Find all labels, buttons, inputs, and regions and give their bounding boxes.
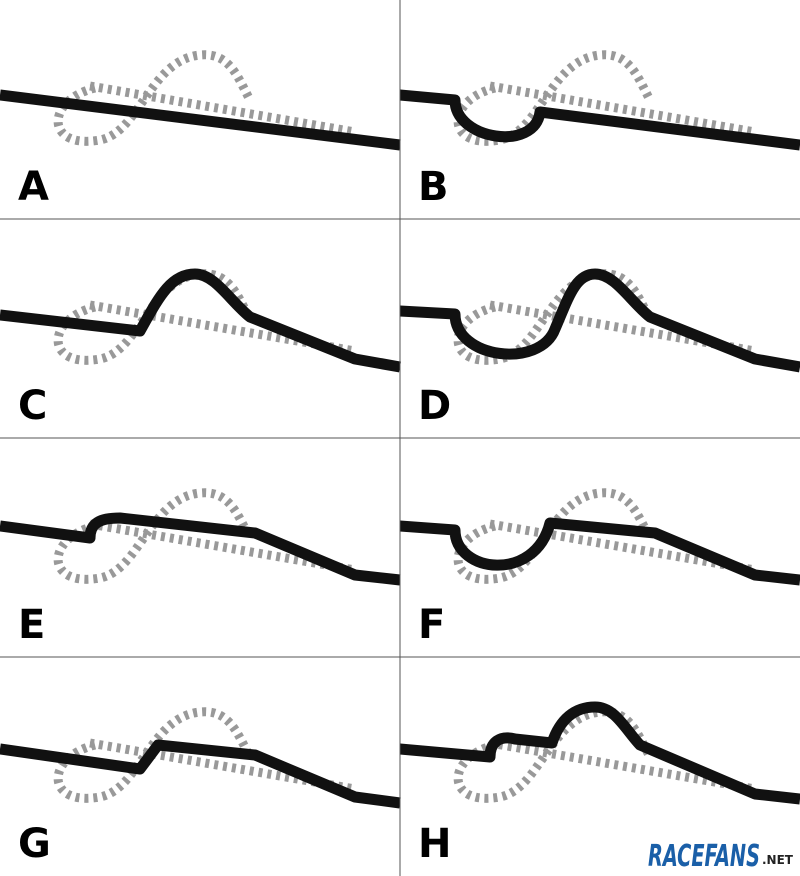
panel: E: [0, 488, 401, 648]
panel: F: [399, 488, 800, 648]
panel-label: G: [18, 821, 51, 867]
old-track: [53, 488, 254, 584]
panel: A: [0, 50, 401, 210]
panel-label: H: [418, 821, 451, 867]
new-track: [399, 701, 800, 805]
panel-label: A: [18, 164, 49, 210]
new-track: [0, 512, 401, 586]
old-track: [453, 707, 654, 803]
panel: D: [399, 268, 800, 429]
new-track: [399, 89, 800, 151]
logo-suffix: .NET: [762, 853, 794, 867]
panel-label: F: [418, 602, 445, 648]
panel: B: [399, 50, 800, 210]
new-track: [0, 739, 401, 809]
panel: C: [0, 268, 401, 429]
new-track: [0, 268, 401, 373]
old-track: [453, 269, 654, 365]
new-track: [399, 517, 800, 586]
panel: H: [399, 701, 800, 867]
panel-label: D: [418, 383, 451, 429]
new-track: [399, 268, 800, 373]
panel: G: [0, 707, 401, 867]
panel-label: C: [18, 383, 47, 429]
panel-label: B: [418, 164, 449, 210]
panels: A B C D E F G H: [0, 50, 800, 867]
logo-text: RACEFANS: [648, 839, 760, 874]
panel-label: E: [18, 602, 45, 648]
new-track: [0, 89, 401, 151]
